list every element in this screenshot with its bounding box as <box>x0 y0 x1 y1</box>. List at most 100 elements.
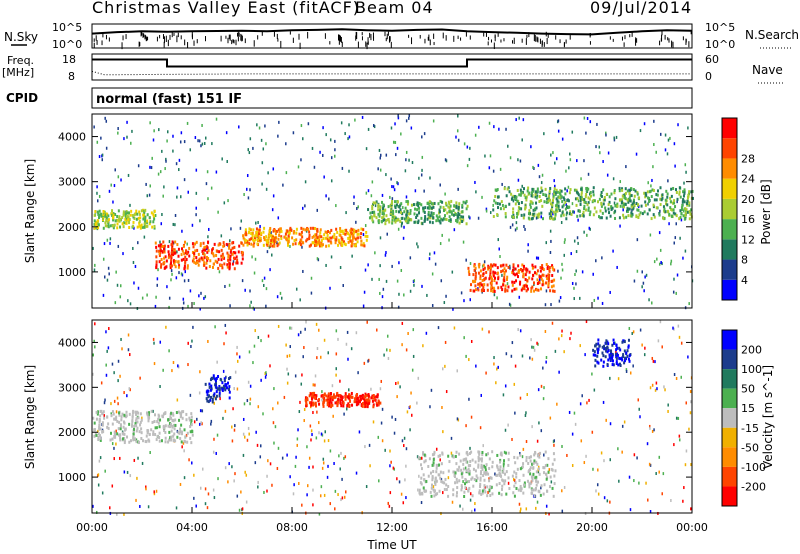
scatter-cell <box>396 146 399 150</box>
echo-cell <box>423 210 426 214</box>
echo-cell <box>192 245 195 249</box>
scatter-cell <box>312 503 314 507</box>
echo-cell <box>442 205 445 209</box>
scatter-cell <box>310 429 313 433</box>
echo-cell <box>158 439 161 443</box>
echo-cell <box>399 208 402 212</box>
echo-cell <box>379 208 382 212</box>
echo-cell <box>305 239 308 243</box>
echo-cell <box>655 206 658 210</box>
echo-cell <box>628 359 631 363</box>
echo-cell <box>601 351 604 355</box>
scatter-cell <box>135 498 137 502</box>
echo-cell <box>484 466 487 470</box>
scatter-cell <box>497 238 500 242</box>
scatter-cell <box>397 116 400 120</box>
echo-cell <box>184 251 187 255</box>
echo-cell <box>625 351 628 355</box>
echo-cell <box>496 202 499 206</box>
scatter-cell <box>259 224 261 228</box>
echo-cell <box>551 217 554 221</box>
echo-cell <box>605 339 608 343</box>
echo-cell <box>140 418 143 422</box>
echo-cell <box>533 494 536 498</box>
scatter-cell <box>573 239 576 243</box>
echo-cell <box>390 202 393 206</box>
echo-cell <box>121 222 124 226</box>
scatter-cell <box>550 153 552 157</box>
echo-cell <box>342 404 345 408</box>
scatter-cell <box>282 183 284 187</box>
scatter-cell <box>166 139 168 143</box>
scatter-cell <box>279 291 282 295</box>
echo-cell <box>602 364 605 368</box>
echo-cell <box>218 386 221 390</box>
scatter-cell <box>306 445 308 449</box>
scatter-cell <box>181 273 184 277</box>
echo-cell <box>369 211 372 215</box>
scatter-cell <box>392 140 395 144</box>
echo-cell <box>469 464 472 468</box>
echo-cell <box>238 244 241 248</box>
echo-cell <box>483 277 486 281</box>
echo-cell <box>669 200 672 204</box>
echo-cell <box>309 226 312 230</box>
echo-cell <box>522 264 525 268</box>
echo-cell <box>231 252 234 256</box>
scatter-cell <box>416 242 418 246</box>
echo-cell <box>177 431 180 435</box>
scatter-cell <box>564 238 566 242</box>
scatter-cell <box>551 321 554 325</box>
scatter-cell <box>153 362 156 366</box>
scatter-cell <box>470 339 473 343</box>
echo-cell <box>223 262 226 266</box>
echo-cell <box>608 356 611 360</box>
scatter-cell <box>479 426 482 430</box>
echo-cell <box>491 450 494 454</box>
echo-cell <box>194 242 197 246</box>
scatter-cell <box>571 432 574 436</box>
echo-cell <box>481 491 484 495</box>
echo-cell <box>441 218 444 222</box>
echo-cell <box>120 418 123 422</box>
echo-cell <box>468 486 471 490</box>
echo-cell <box>621 340 624 344</box>
echo-cell <box>659 186 662 190</box>
scatter-cell <box>121 347 123 351</box>
echo-cell <box>547 276 550 280</box>
echo-cell <box>244 228 247 232</box>
echo-cell <box>502 470 505 474</box>
scatter-cell <box>542 366 544 370</box>
scatter-cell <box>389 464 391 468</box>
scatter-cell <box>465 424 467 428</box>
echo-cell <box>549 289 552 293</box>
echo-cell <box>208 382 211 386</box>
echo-cell <box>457 207 460 211</box>
scatter-cell <box>465 258 467 262</box>
echo-cell <box>125 214 128 218</box>
echo-cell <box>530 289 533 293</box>
echo-cell <box>607 358 610 362</box>
echo-cell <box>322 237 325 241</box>
scatter-cell <box>571 130 574 134</box>
echo-cell <box>136 426 139 430</box>
echo-cell <box>374 201 377 205</box>
echo-cell <box>541 273 544 277</box>
echo-cell <box>503 270 506 274</box>
echo-cell <box>429 471 432 475</box>
echo-cell <box>96 219 99 223</box>
scatter-cell <box>372 124 375 128</box>
echo-cell <box>341 395 344 399</box>
echo-cell <box>137 416 140 420</box>
scatter-cell <box>177 364 179 368</box>
echo-cell <box>111 209 114 213</box>
echo-cell <box>497 195 500 199</box>
scatter-cell <box>174 213 177 217</box>
scatter-cell <box>176 429 179 433</box>
echo-cell <box>213 392 216 396</box>
echo-cell <box>575 190 578 194</box>
scatter-cell <box>387 501 390 505</box>
scatter-cell <box>545 360 547 364</box>
freq-top-tick: 18 <box>62 53 76 66</box>
scatter-cell <box>676 273 679 277</box>
